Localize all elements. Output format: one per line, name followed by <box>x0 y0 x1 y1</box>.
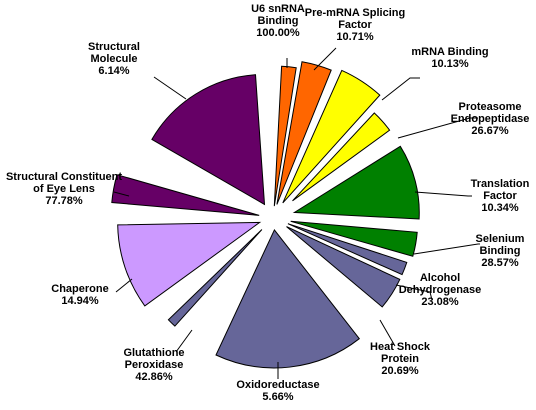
slice-value-10: 42.86% <box>135 371 173 383</box>
pie-slice-4 <box>292 112 391 202</box>
slice-name-line-6: Binding <box>480 245 521 257</box>
slice-value-6: 28.57% <box>481 257 519 269</box>
slice-name-line-3: mRNA Binding <box>411 46 488 58</box>
pie-slice-1 <box>273 65 297 207</box>
slice-label-6: Selenium Binding 28.57% <box>476 233 525 269</box>
slice-name-line-6: Selenium <box>476 233 525 245</box>
pie-slice-9 <box>215 228 361 369</box>
slice-label-7: Alcohol Dehydrogenase 23.08% <box>399 272 482 308</box>
slice-label-12: Structural Constituent of Eye Lens 77.78% <box>6 171 122 207</box>
leader-lines-layer <box>113 47 480 379</box>
pie-slice-8 <box>286 226 401 308</box>
slice-value-9: 5.66% <box>262 391 293 403</box>
leader-line-6 <box>413 243 480 255</box>
slice-label-3: mRNA Binding 10.13% <box>411 46 488 70</box>
slice-name-line-1: Binding <box>258 15 299 27</box>
slice-value-2: 10.71% <box>336 31 374 43</box>
slice-label-4: Proteasome Endopeptidase 26.67% <box>451 101 530 137</box>
slice-name-line-7: Dehydrogenase <box>399 284 482 296</box>
pie-slice-12 <box>111 174 260 216</box>
slice-value-4: 26.67% <box>471 125 509 137</box>
slice-name-line-8: Heat Shock <box>370 341 431 353</box>
slice-name-line-9: Oxidoreductase <box>236 379 319 391</box>
slice-name-line-12: Structural Constituent <box>6 171 122 183</box>
leader-line-11 <box>115 278 133 293</box>
leader-line-12 <box>113 191 130 197</box>
pie-slice-10 <box>167 229 263 327</box>
pie-slice-3 <box>282 69 381 204</box>
slices-layer <box>111 61 420 369</box>
slice-value-13: 6.14% <box>98 65 129 77</box>
pie-slice-2 <box>276 61 332 205</box>
slice-name-line-5: Factor <box>483 190 517 202</box>
slice-name-line-10: Glutathione <box>123 347 184 359</box>
slice-value-5: 10.34% <box>481 202 519 214</box>
pie-slice-6 <box>290 220 418 257</box>
slice-name-line-2: Pre-mRNA Splicing <box>305 7 405 19</box>
slice-value-8: 20.69% <box>381 365 419 377</box>
pie-slice-7 <box>287 223 408 276</box>
slice-value-7: 23.08% <box>421 296 459 308</box>
leader-line-4 <box>397 117 478 139</box>
slice-name-line-13: Molecule <box>90 53 137 65</box>
slice-name-line-11: Chaperone <box>51 283 108 295</box>
slice-name-line-10: Peroxidase <box>125 359 184 371</box>
slice-name-line-2: Factor <box>338 19 372 31</box>
slice-label-11: Chaperone 14.94% <box>51 283 108 307</box>
slice-name-line-12: of Eye Lens <box>33 183 95 195</box>
slice-name-line-1: U6 snRNA <box>251 3 305 15</box>
leader-line-5 <box>414 191 472 197</box>
slice-value-1: 100.00% <box>256 27 300 39</box>
slice-name-line-4: Endopeptidase <box>451 113 530 125</box>
pie-slice-13 <box>151 74 266 206</box>
leader-line-7 <box>395 284 433 301</box>
slice-name-line-5: Translation <box>471 178 530 190</box>
slice-label-10: Glutathione Peroxidase 42.86% <box>123 347 184 383</box>
slice-label-8: Heat Shock Protein 20.69% <box>370 341 431 377</box>
labels-layer: U6 snRNA Binding 100.00%Pre-mRNA Splicing F… <box>6 3 530 403</box>
slice-value-3: 10.13% <box>431 58 469 70</box>
slice-value-12: 77.78% <box>45 195 83 207</box>
slice-label-2: Pre-mRNA Splicing Factor 10.71% <box>305 7 405 43</box>
slice-name-line-7: Alcohol <box>420 272 460 284</box>
slice-name-line-13: Structural <box>88 41 140 53</box>
slice-label-9: Oxidoreductase 5.66% <box>236 379 319 403</box>
leader-line-2 <box>313 47 337 71</box>
slice-name-line-8: Protein <box>381 353 419 365</box>
slice-label-1: U6 snRNA Binding 100.00% <box>251 3 305 39</box>
leader-line-13 <box>153 76 187 100</box>
pie-slice-11 <box>117 221 262 307</box>
slice-name-line-4: Proteasome <box>459 101 522 113</box>
pie-slice-5 <box>292 145 420 220</box>
slice-value-11: 14.94% <box>61 295 99 307</box>
leader-line-8 <box>379 319 396 347</box>
slice-label-5: Translation Factor 10.34% <box>471 178 530 214</box>
leader-line-3 <box>381 77 420 101</box>
leader-line-10 <box>175 329 193 353</box>
slice-label-13: Structural Molecule 6.14% <box>88 41 140 77</box>
